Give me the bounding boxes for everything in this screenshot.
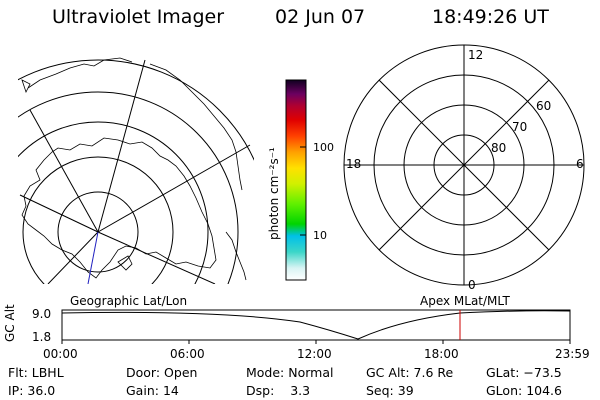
lon-line	[29, 109, 99, 233]
filter-value: LBHL	[31, 365, 64, 380]
lat-circle	[18, 121, 209, 284]
door-info: Door: Open	[126, 365, 198, 380]
door-value: Open	[164, 365, 198, 380]
orbit-xtick-label: 23:59	[555, 347, 590, 361]
coastline	[27, 57, 243, 191]
glat-info: GLat: −73.5	[486, 365, 562, 380]
colorbar-tick-label: 10	[313, 229, 327, 242]
coastline	[21, 137, 217, 279]
orbit-altitude-curve	[61, 310, 571, 340]
lon-line	[97, 231, 216, 284]
date-label: 02 Jun 07	[275, 6, 366, 28]
orbit-xtick-label: 12:00	[297, 347, 332, 361]
colorbar	[285, 79, 307, 281]
colorbar-unit-label: photon cm⁻²s⁻¹	[267, 147, 281, 240]
coastline	[21, 79, 247, 281]
lat-label-60: 60	[536, 99, 551, 113]
orbit-xtick-label: 18:00	[424, 347, 459, 361]
dsp-info: Dsp: 3.3	[246, 383, 311, 398]
glon-value: 104.6	[526, 383, 562, 398]
orbit-xtick-label: 00:00	[43, 347, 78, 361]
filter-info: Flt: LBHL	[8, 365, 64, 380]
orbit-plot	[61, 309, 571, 344]
gain-value: 14	[162, 383, 179, 398]
gc-alt-info: GC Alt: 7.6 Re	[366, 365, 454, 380]
lat-label-70: 70	[512, 120, 527, 134]
lon-line	[97, 144, 251, 233]
glat-value: −73.5	[523, 365, 562, 380]
time-label: 18:49:26 UT	[432, 6, 549, 28]
orbit-ytick-label: 1.8	[32, 330, 52, 344]
orbit-plot-frame	[61, 309, 571, 341]
lat-circle	[22, 156, 174, 284]
gc-alt-value: 7.6 Re	[413, 365, 454, 380]
lon-line	[47, 231, 99, 284]
meridian-marker	[87, 231, 99, 284]
lat-label-80: 80	[491, 141, 506, 155]
mlt-label-6: 6	[576, 157, 584, 171]
orbit-xtick-label: 06:00	[170, 347, 205, 361]
glon-info: GLon: 104.6	[486, 383, 562, 398]
mode-value: Normal	[288, 365, 334, 380]
polar-panel-label: Apex MLat/MLT	[420, 294, 510, 308]
mlt-label-18: 18	[346, 157, 361, 171]
mlt-label-12: 12	[468, 48, 483, 62]
seq-info: Seq: 39	[366, 383, 414, 398]
mlt-line	[378, 79, 550, 251]
mlt-label-0: 0	[468, 278, 476, 292]
lon-line	[19, 194, 99, 233]
gain-info: Gain: 14	[126, 383, 179, 398]
colorbar-tick-label: 100	[313, 141, 334, 154]
geographic-map	[18, 57, 254, 284]
orbit-ytick-label: 9.0	[32, 307, 52, 321]
dsp-value: 3.3	[290, 383, 311, 398]
ip-value: 36.0	[27, 383, 56, 398]
lat-circle	[18, 91, 239, 284]
orbit-axis-label: GC Alt	[3, 304, 17, 342]
lat-circle	[57, 191, 139, 273]
lon-line	[97, 59, 146, 233]
mode-info: Mode: Normal	[246, 365, 334, 380]
seq-value: 39	[397, 383, 414, 398]
lat-circle	[18, 59, 254, 161]
geographic-panel-label: Geographic Lat/Lon	[70, 294, 188, 308]
polar-plot	[343, 44, 585, 286]
app-title: Ultraviolet Imager	[52, 6, 225, 28]
ip-info: IP: 36.0	[8, 383, 56, 398]
